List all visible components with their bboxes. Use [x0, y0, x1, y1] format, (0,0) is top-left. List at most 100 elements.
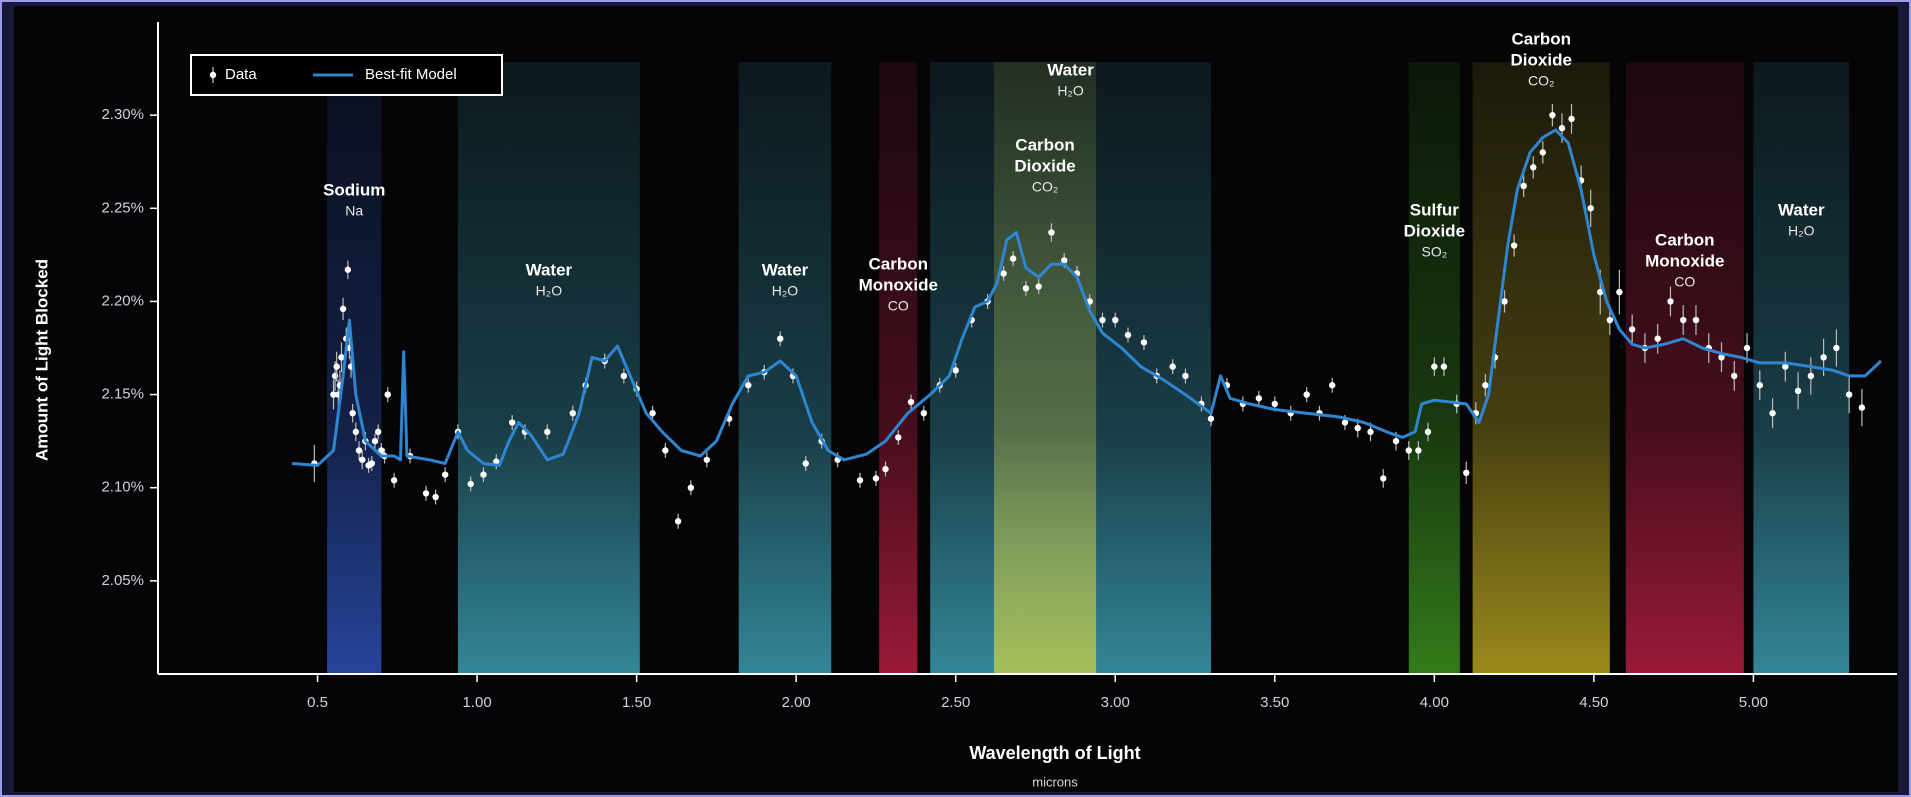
band-name: Water: [1047, 60, 1094, 79]
y-tick-label: 2.25%: [101, 199, 144, 216]
data-point: [872, 475, 880, 482]
band: [1625, 62, 1744, 674]
data-point: [1124, 331, 1132, 339]
band-name: Dioxide: [1014, 156, 1075, 175]
data-point: [1000, 270, 1007, 277]
band-name: Sodium: [323, 180, 385, 199]
data-point: [1628, 326, 1636, 333]
band-formula: H₂O: [772, 283, 799, 299]
data-point: [368, 460, 375, 467]
data-point: [1035, 283, 1042, 290]
data-point: [952, 367, 959, 374]
data-point: [1530, 164, 1537, 171]
data-point: [745, 382, 752, 389]
data-point: [1463, 469, 1470, 477]
y-tick-label: 2.15%: [101, 386, 144, 403]
x-tick-label: 0.5: [307, 694, 328, 711]
data-point: [1858, 404, 1866, 411]
data-point: [1380, 475, 1387, 482]
data-point: [1549, 111, 1556, 119]
legend-text: Best-fit Model: [365, 66, 457, 83]
band-name: Carbon: [1015, 135, 1075, 154]
data-point: [920, 410, 927, 417]
band-name: Water: [526, 260, 573, 279]
x-tick-label: 4.00: [1420, 694, 1449, 711]
data-point: [390, 477, 398, 484]
data-point: [662, 447, 669, 454]
data-point: [432, 493, 439, 501]
data-point: [1424, 428, 1432, 436]
data-point: [467, 480, 474, 488]
x-tick-label: 4.50: [1579, 694, 1608, 711]
data-point: [1680, 316, 1687, 324]
data-point: [1692, 316, 1700, 324]
data-point: [359, 456, 366, 463]
data-point: [703, 456, 711, 463]
band-name: Dioxide: [1511, 50, 1572, 69]
data-point: [1520, 182, 1527, 190]
data-point: [1099, 316, 1106, 324]
data-point: [1341, 419, 1349, 426]
data-point: [441, 471, 449, 478]
data-point: [338, 354, 345, 361]
band-name: Monoxide: [1645, 251, 1724, 270]
x-tick-label: 3.00: [1101, 694, 1130, 711]
data-point: [339, 305, 347, 313]
data-point: [352, 428, 360, 436]
data-point: [1271, 400, 1278, 408]
data-point: [1440, 363, 1448, 370]
band-name: Carbon: [1511, 29, 1571, 48]
y-tick-label: 2.05%: [101, 572, 144, 589]
data-point: [378, 447, 385, 454]
band: [1753, 62, 1850, 674]
data-point: [349, 410, 356, 417]
data-point: [1820, 354, 1827, 361]
band: [879, 62, 918, 674]
band: [457, 62, 640, 674]
data-point: [355, 447, 363, 454]
data-point: [1568, 115, 1575, 123]
band-name: Water: [762, 260, 809, 279]
data-point: [1112, 316, 1119, 324]
y-tick-label: 2.30%: [101, 106, 144, 123]
data-point: [620, 372, 628, 380]
data-point: [1022, 285, 1030, 292]
data-point: [1415, 447, 1422, 454]
band-formula: CO₂: [1528, 73, 1554, 89]
data-point: [1510, 242, 1518, 249]
data-point: [649, 410, 656, 417]
data-point: [1405, 447, 1413, 454]
band-name: Carbon: [869, 254, 929, 273]
data-point: [1667, 298, 1674, 305]
data-point: [1255, 395, 1263, 402]
band-name: Sulfur: [1410, 200, 1459, 219]
data-point: [1009, 255, 1017, 262]
legend-text: Data: [225, 66, 257, 83]
data-point: [333, 363, 340, 370]
x-tick-label: 2.00: [782, 694, 811, 711]
x-tick-label: 1.50: [622, 694, 651, 711]
data-point: [1169, 363, 1176, 370]
data-point: [1558, 124, 1566, 132]
data-point: [1048, 229, 1055, 236]
data-point: [1769, 410, 1776, 417]
marks: [291, 103, 1883, 529]
data-point: [480, 471, 487, 478]
band-name: Monoxide: [859, 275, 938, 294]
data-point: [882, 465, 889, 473]
data-point: [569, 410, 577, 417]
data-point: [1782, 363, 1789, 370]
data-point: [687, 484, 695, 491]
data-point: [777, 335, 784, 342]
x-tick-label: 1.00: [462, 694, 491, 711]
data-point: [544, 428, 551, 436]
band: [738, 62, 832, 674]
data-point: [895, 434, 902, 441]
data-point: [1845, 391, 1853, 398]
model-line: [291, 128, 1883, 467]
data-point: [1606, 316, 1614, 324]
data-point: [1060, 257, 1068, 264]
data-point: [1354, 424, 1361, 432]
data-point: [1587, 205, 1594, 212]
